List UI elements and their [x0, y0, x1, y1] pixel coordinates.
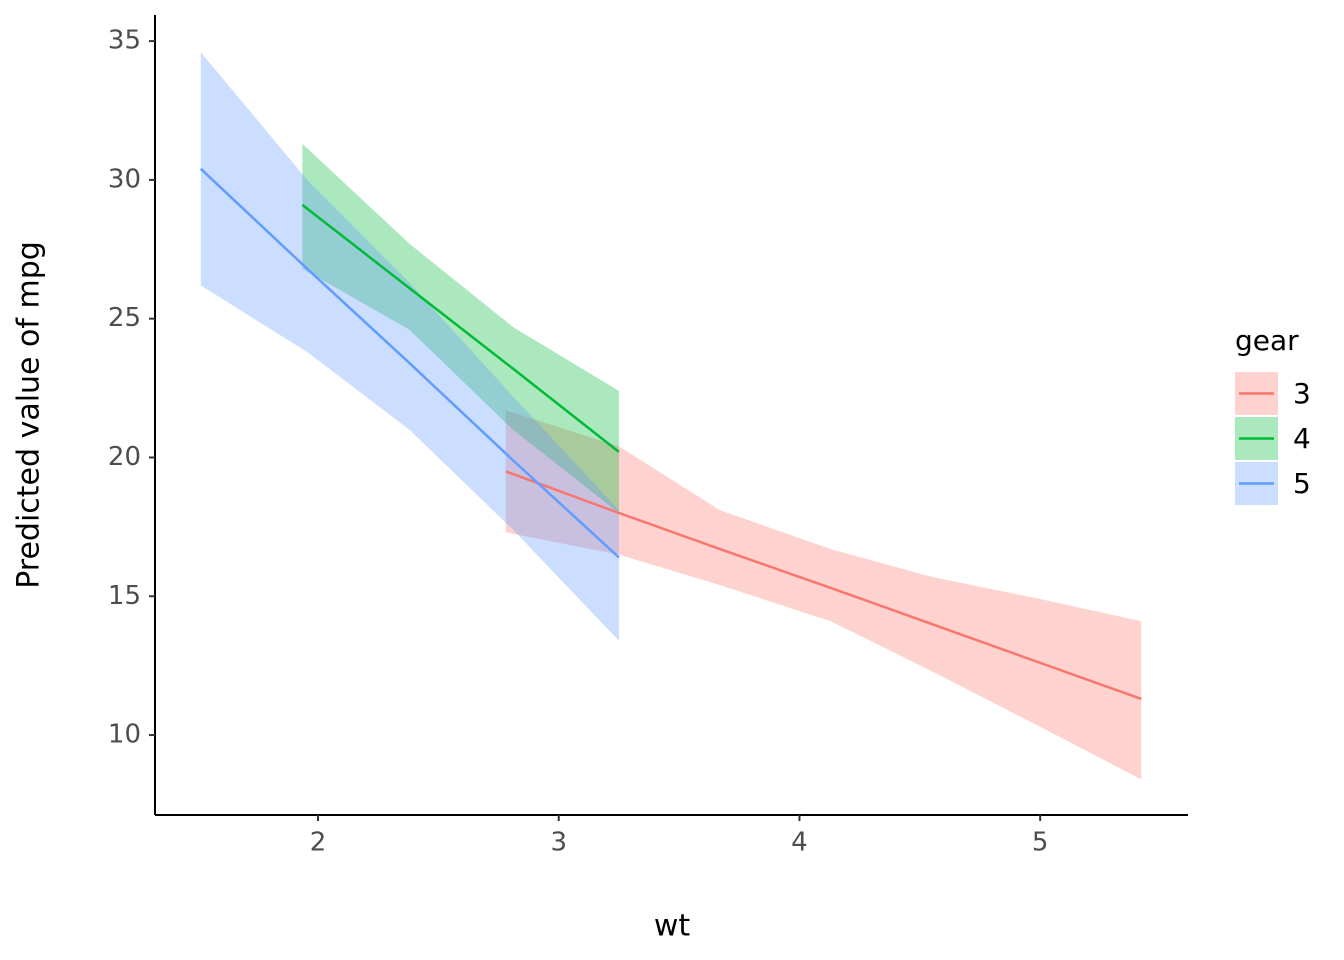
y-tick-label: 20 — [108, 442, 141, 472]
line — [199, 167, 620, 559]
x-tick-label: 5 — [1032, 828, 1049, 858]
x-tick-label: 3 — [550, 828, 567, 858]
line — [301, 203, 620, 453]
y-tick-label: 35 — [108, 26, 141, 56]
legend-title: gear — [1235, 324, 1299, 357]
legend-label: 3 — [1293, 377, 1311, 410]
x-tick-label: 2 — [310, 828, 327, 858]
confidence-band — [200, 52, 619, 641]
confidence-band — [505, 410, 1142, 780]
y-tick-label: 10 — [108, 720, 141, 750]
legend-label: 5 — [1293, 467, 1311, 500]
y-tick-label: 15 — [108, 581, 141, 611]
legend-label: 4 — [1293, 422, 1311, 455]
x-tick-label: 4 — [791, 828, 808, 858]
x-axis-title: wt — [654, 909, 691, 944]
y-axis-title: Predicted value of mpg — [12, 241, 47, 589]
plot-area — [199, 52, 1142, 780]
y-tick-label: 25 — [108, 303, 141, 333]
y-tick-label: 30 — [108, 164, 141, 194]
line — [505, 470, 1142, 701]
